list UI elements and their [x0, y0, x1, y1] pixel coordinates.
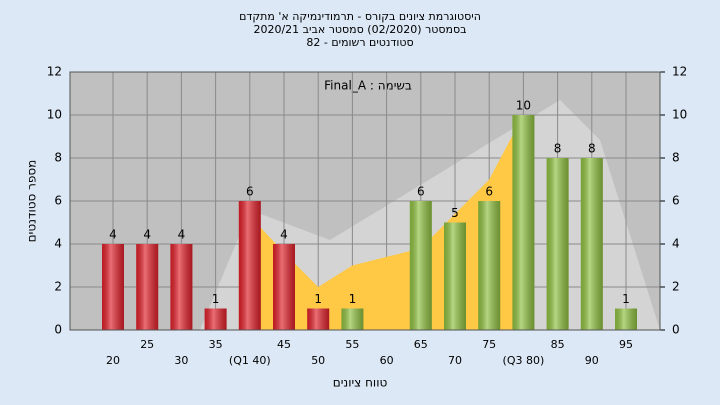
- annotation: Final_A : בשימה: [324, 79, 412, 93]
- value-label: 6: [417, 185, 425, 199]
- x-tick-label: 60: [380, 354, 394, 367]
- x-tick-label: 85: [551, 338, 565, 351]
- bar-shade: [273, 244, 295, 330]
- x-tick-label: 95: [619, 338, 633, 351]
- bar-shade: [102, 244, 124, 330]
- x-tick-label: 55: [345, 338, 359, 351]
- bar-shade: [512, 115, 535, 330]
- value-label: 4: [178, 228, 186, 242]
- bar-shade: [238, 201, 261, 330]
- bar-shade: [341, 308, 364, 330]
- y2-tick-label: 4: [672, 237, 680, 251]
- chart-title: סטודנטים רשומים - 82: [306, 36, 413, 49]
- y-axis-label: מספר סטודנטים: [25, 160, 39, 243]
- y2-tick-label: 8: [672, 151, 680, 165]
- bar-shade: [478, 201, 501, 330]
- x-tick-label: 45: [277, 338, 291, 351]
- y-tick-label: 2: [54, 280, 62, 294]
- value-label: 6: [485, 185, 493, 199]
- chart-title: בסמסטר (02/2020) סמסטר אביב 2020/21: [253, 23, 466, 36]
- x-tick-label: 25: [140, 338, 154, 351]
- value-label: 1: [314, 292, 322, 306]
- value-label: 4: [280, 228, 288, 242]
- bar-shade: [615, 308, 637, 330]
- x-axis-label: טווח ציונים: [333, 376, 388, 390]
- value-label: 1: [212, 292, 220, 306]
- y2-tick-label: 0: [672, 323, 680, 337]
- x-tick-label: 90: [585, 354, 599, 367]
- bar-shade: [580, 158, 603, 330]
- y2-tick-label: 2: [672, 280, 680, 294]
- y-tick-label: 8: [54, 151, 62, 165]
- x-tick-label: 70: [448, 354, 462, 367]
- y-tick-label: 12: [47, 65, 62, 79]
- x-tick-label: (Q1 40): [229, 354, 271, 367]
- x-tick-label: 75: [482, 338, 496, 351]
- y2-tick-label: 6: [672, 194, 680, 208]
- bar-shade: [307, 308, 330, 330]
- y-tick-label: 10: [47, 108, 62, 122]
- x-tick-label: 50: [311, 354, 325, 367]
- x-tick-label: 65: [414, 338, 428, 351]
- y2-tick-label: 12: [672, 65, 687, 79]
- bar-shade: [204, 308, 227, 330]
- bar-shade: [444, 222, 466, 330]
- x-tick-label: 30: [174, 354, 188, 367]
- bar-shade: [409, 201, 432, 330]
- y2-tick-label: 10: [672, 108, 687, 122]
- y-tick-label: 6: [54, 194, 62, 208]
- value-label: 1: [349, 292, 357, 306]
- value-label: 8: [554, 142, 562, 156]
- value-label: 10: [516, 99, 531, 113]
- value-label: 4: [143, 228, 151, 242]
- value-label: 1: [622, 292, 630, 306]
- x-tick-label: 35: [209, 338, 223, 351]
- value-label: 4: [109, 228, 117, 242]
- x-tick-label: 20: [106, 354, 120, 367]
- chart-title: היסטוגרמת ציונים בקורס - תרמודינמיקה א' …: [239, 10, 481, 23]
- bar-shade: [136, 244, 159, 330]
- bar-shade: [546, 158, 569, 330]
- plot-border: [69, 71, 661, 331]
- value-label: 5: [451, 206, 459, 220]
- y-tick-label: 0: [54, 323, 62, 337]
- bar-shade: [170, 244, 193, 330]
- value-label: 6: [246, 185, 254, 199]
- y-tick-label: 4: [54, 237, 62, 251]
- x-tick-label: (Q3 80): [503, 354, 545, 367]
- value-label: 8: [588, 142, 596, 156]
